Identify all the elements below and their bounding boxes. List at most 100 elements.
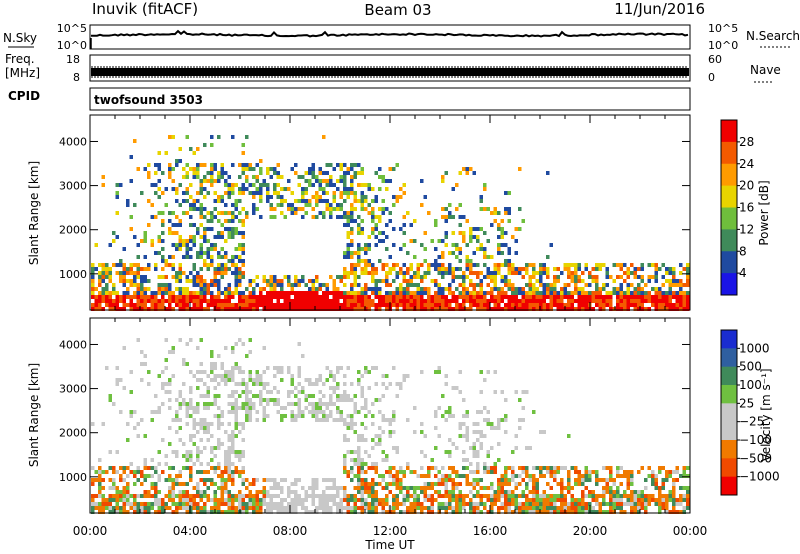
velocity-cell — [266, 366, 270, 370]
power-cell — [350, 211, 354, 215]
power-cell — [178, 235, 182, 239]
power-cell — [672, 303, 676, 307]
power-cell — [199, 287, 203, 291]
power-cell — [395, 307, 399, 311]
power-cell — [511, 283, 515, 287]
velocity-cell — [227, 410, 231, 414]
velocity-cell — [686, 486, 690, 490]
velocity-cell — [203, 370, 207, 374]
power-cell — [171, 299, 175, 303]
velocity-cell — [444, 410, 448, 414]
power-cell — [325, 199, 329, 203]
power-cell — [115, 211, 119, 215]
power-cell — [371, 215, 375, 219]
power-cell — [364, 243, 368, 247]
velocity-cell — [119, 410, 123, 414]
velocity-cell — [448, 474, 452, 478]
power-cell — [374, 267, 378, 271]
power-cell — [654, 275, 658, 279]
velocity-cell — [360, 466, 364, 470]
power-cell — [234, 283, 238, 287]
velocity-cell — [245, 478, 249, 482]
velocity-cell — [612, 502, 616, 506]
power-cell — [381, 179, 385, 183]
power-cell — [255, 299, 259, 303]
power-cell — [287, 291, 291, 295]
power-cell — [479, 207, 483, 211]
velocity-cell — [220, 362, 224, 366]
velocity-cell — [486, 470, 490, 474]
velocity-cell — [507, 478, 511, 482]
power-cell — [112, 307, 116, 311]
power-cell — [619, 283, 623, 287]
power-cell — [147, 295, 151, 299]
velocity-cell — [115, 382, 119, 386]
power-cell — [168, 295, 172, 299]
velocity-cell — [329, 410, 333, 414]
power-cell — [399, 195, 403, 199]
power-cell — [210, 255, 214, 259]
power-cell — [413, 295, 417, 299]
power-cell — [353, 195, 357, 199]
velocity-cell — [357, 482, 361, 486]
power-cell — [570, 263, 574, 267]
velocity-cell — [497, 422, 501, 426]
velocity-cell — [444, 374, 448, 378]
power-cell — [129, 227, 133, 231]
velocity-cell — [301, 354, 305, 358]
power-cell — [273, 183, 277, 187]
power-cell — [479, 303, 483, 307]
velocity-cell — [563, 486, 567, 490]
velocity-cell — [224, 382, 228, 386]
velocity-cell — [402, 502, 406, 506]
velocity-cell — [210, 458, 214, 462]
power-cell — [385, 295, 389, 299]
velocity-cell — [136, 466, 140, 470]
power-cell — [437, 291, 441, 295]
power-cell — [122, 263, 126, 267]
power-cell — [196, 255, 200, 259]
power-cell — [567, 267, 571, 271]
power-cell — [161, 303, 165, 307]
velocity-cell — [437, 490, 441, 494]
power-cell — [304, 303, 308, 307]
power-cell — [192, 235, 196, 239]
velocity-cell — [483, 378, 487, 382]
power-cell — [528, 299, 532, 303]
power-cell — [168, 175, 172, 179]
power-cell — [434, 247, 438, 251]
power-cell — [388, 267, 392, 271]
velocity-cell — [129, 494, 133, 498]
velocity-cell — [189, 438, 193, 442]
power-cell — [574, 299, 578, 303]
velocity-cell — [322, 510, 326, 514]
velocity-cell — [535, 494, 539, 498]
power-cell — [346, 187, 350, 191]
velocity-cell — [262, 346, 266, 350]
power-cell — [280, 279, 284, 283]
velocity-cell — [140, 494, 144, 498]
velocity-cell — [248, 498, 252, 502]
power-cell — [199, 211, 203, 215]
power-cell — [234, 291, 238, 295]
velocity-cell — [196, 486, 200, 490]
power-cell — [154, 251, 158, 255]
velocity-cell — [98, 470, 102, 474]
power-cell — [311, 215, 315, 219]
velocity-cell — [346, 506, 350, 510]
velocity-cell — [206, 494, 210, 498]
velocity-cell — [269, 510, 273, 514]
velocity-cell — [98, 466, 102, 470]
power-colorbar-cell — [721, 163, 737, 187]
velocity-colorbar-tick-label: 500 — [739, 360, 762, 374]
velocity-cell — [483, 434, 487, 438]
power-cell — [402, 223, 406, 227]
velocity-cell — [444, 418, 448, 422]
power-cell — [231, 183, 235, 187]
velocity-cell — [458, 506, 462, 510]
power-cell — [500, 295, 504, 299]
velocity-cell — [213, 454, 217, 458]
velocity-cell — [143, 502, 147, 506]
velocity-cell — [196, 402, 200, 406]
power-cell — [192, 275, 196, 279]
